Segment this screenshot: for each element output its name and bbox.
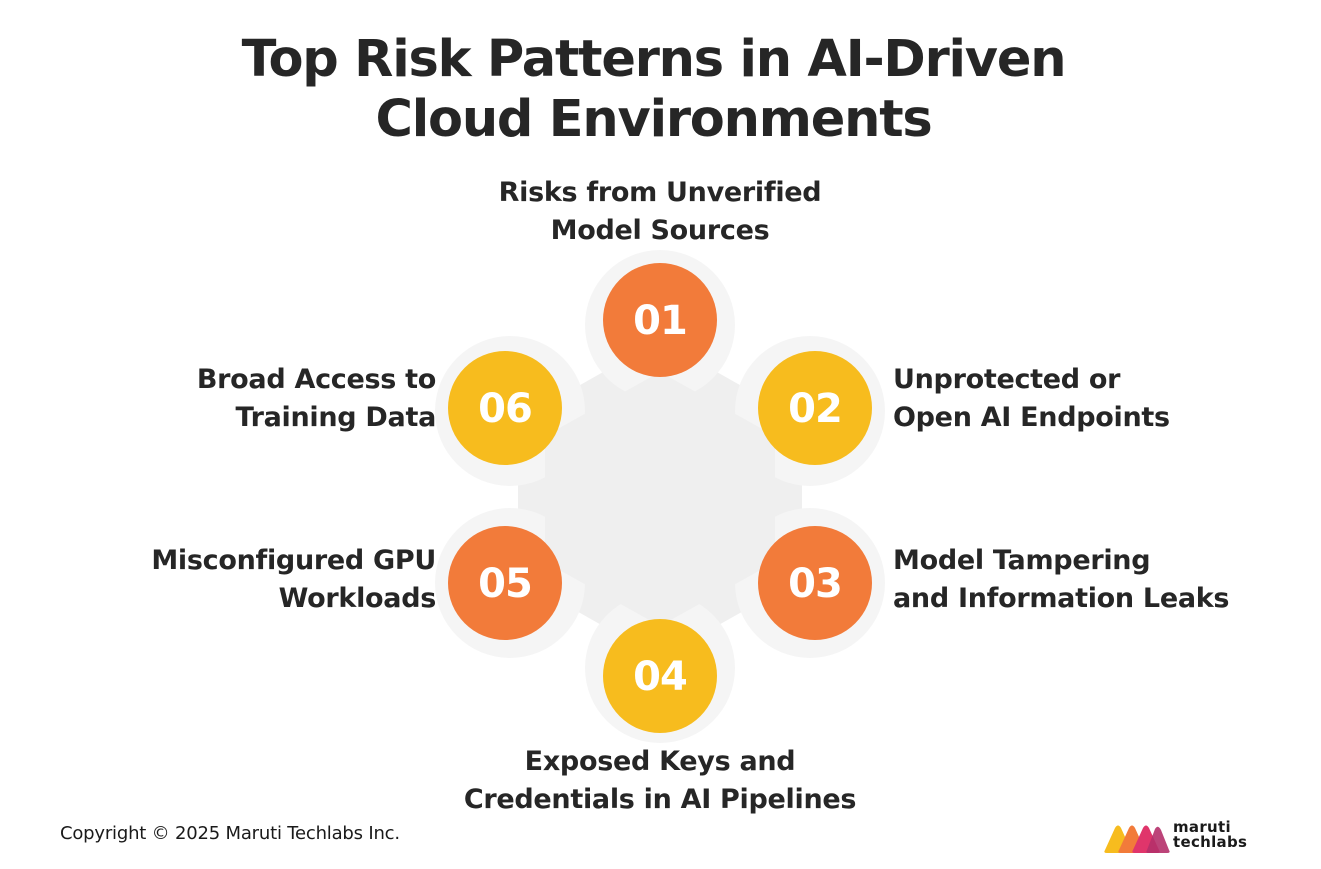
step-01: 01 [603,263,717,377]
step-02-label-line-1: Unprotected or [893,364,1121,395]
step-05-label-line-1: Misconfigured GPU [151,545,436,576]
step-04-label-line-1: Exposed Keys and [524,746,796,777]
step-02-label-line-2: Open AI Endpoints [893,402,1170,433]
step-04-label-line-2: Credentials in AI Pipelines [463,784,857,815]
step-01-circle [603,263,717,377]
maruti-techlabs-logo: maruti techlabs [1103,820,1273,856]
step-04: 04 [603,619,717,733]
title-line-1: Top Risk Patterns in AI-Driven [241,30,1067,89]
step-03: 03 [758,526,872,640]
step-06-circle [448,351,562,465]
step-04-circle [603,619,717,733]
step-02: 02 [758,351,872,465]
step-04-number: 04 [633,654,687,700]
step-03-number: 03 [788,561,842,607]
logo-mark-icon [1104,825,1170,853]
step-04-label: Exposed Keys and Credentials in AI Pipel… [410,743,910,819]
step-02-circle [758,351,872,465]
step-03-label-line-1: Model Tampering [893,545,1151,576]
step-05-circle [448,526,562,640]
step-03-label: Model Tampering and Information Leaks [893,542,1230,618]
step-01-number: 01 [633,298,687,344]
logo-wordmark: maruti techlabs [1173,820,1247,850]
step-06: 06 [448,351,562,465]
logo-line-1: maruti [1173,818,1231,836]
step-01-label-line-2: Model Sources [550,215,770,246]
step-06-label: Broad Access to Training Data [197,361,436,437]
step-02-label: Unprotected or Open AI Endpoints [893,361,1170,437]
step-01-label-line-1: Risks from Unverified [498,177,822,208]
step-06-label-line-2: Training Data [235,402,436,433]
step-05-label: Misconfigured GPU Workloads [151,542,436,618]
title-line-2: Cloud Environments [375,90,932,149]
copyright-text: Copyright © 2025 Maruti Techlabs Inc. [60,823,400,844]
step-02-number: 02 [788,386,842,432]
logo-line-2: techlabs [1173,833,1248,851]
step-01-label: Risks from Unverified Model Sources [460,174,860,250]
step-05: 05 [448,526,562,640]
step-06-number: 06 [478,386,532,432]
step-03-label-line-2: and Information Leaks [893,583,1230,614]
step-05-label-line-2: Workloads [278,583,437,614]
step-03-circle [758,526,872,640]
step-06-label-line-1: Broad Access to [196,364,436,395]
step-05-number: 05 [478,561,532,607]
page-title: Top Risk Patterns in AI-Driven Cloud Env… [0,30,1307,150]
